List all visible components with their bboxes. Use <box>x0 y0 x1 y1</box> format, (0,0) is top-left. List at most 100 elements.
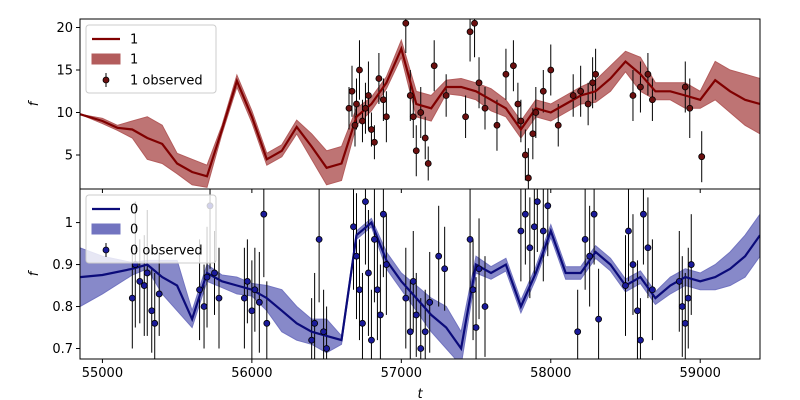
bottom-legend-line-label: 0 <box>130 203 138 218</box>
bottom-observed-point <box>526 244 534 252</box>
top-legend-band-label: 1 <box>130 53 138 68</box>
bottom-observed-point <box>248 307 256 315</box>
bottom-observed-point <box>637 336 644 344</box>
bottom-axes-frame <box>79 188 761 360</box>
bottom-observed-point <box>200 303 208 310</box>
bottom-observed-point <box>308 336 316 344</box>
top-observed-point <box>681 83 689 91</box>
bottom-observed-point <box>211 269 218 277</box>
bottom-observed-point <box>441 265 449 273</box>
bottom-observed-point <box>140 282 148 289</box>
bottom-observed-point <box>675 277 683 285</box>
bottom-observed-point <box>356 286 363 294</box>
bottom-y-tick-label: 0.9 <box>52 258 73 273</box>
bottom-legend: 0 0 0 observed <box>85 194 217 264</box>
top-y-axis-label: f <box>27 99 42 106</box>
top-observed-point <box>554 121 562 129</box>
top-observed-point <box>421 134 429 142</box>
bottom-observed-point <box>412 311 420 319</box>
bottom-observed-point <box>625 227 632 235</box>
top-observed-point <box>406 92 414 99</box>
top-observed-point <box>481 104 489 112</box>
top-observed-point <box>402 19 410 27</box>
top-observed-point <box>351 121 359 129</box>
top-observed-point <box>353 100 360 108</box>
top-observed-point <box>424 160 432 167</box>
x-tick-label: 56000 <box>231 366 272 381</box>
bottom-y-ticks: 0.7 0.8 0.9 1 <box>52 216 80 357</box>
bottom-observed-point <box>481 303 489 310</box>
top-panel: 5 10 15 20 f 1 1 1 observed <box>27 18 761 193</box>
top-observed-point <box>412 147 420 155</box>
top-observed-point <box>382 113 390 121</box>
bottom-observed-point <box>622 282 629 289</box>
top-y-tick-label: 10 <box>56 106 73 121</box>
bottom-observed-point <box>539 227 547 235</box>
bottom-observed-point <box>681 319 689 327</box>
bottom-observed-point <box>530 223 538 231</box>
top-observed-point <box>409 113 417 121</box>
top-observed-point <box>368 126 375 133</box>
bottom-observed-point <box>155 290 163 298</box>
top-observed-point <box>589 79 597 87</box>
bottom-observed-point <box>629 261 637 268</box>
bottom-observed-point <box>263 319 271 327</box>
bottom-observed-point <box>143 269 151 277</box>
bottom-observed-point <box>251 286 259 294</box>
bottom-observed-point <box>417 345 425 352</box>
bottom-observed-point <box>684 294 692 302</box>
top-observed-point <box>644 70 652 78</box>
top-observed-point <box>584 100 592 108</box>
bottom-observed-point <box>640 210 647 218</box>
bottom-observed-point <box>350 223 357 231</box>
bottom-observed-point <box>406 328 414 336</box>
bottom-observed-point <box>574 328 582 336</box>
top-observed-point <box>462 113 469 121</box>
top-observed-point <box>356 66 363 74</box>
top-observed-point <box>362 104 369 112</box>
bottom-observed-point <box>595 315 602 323</box>
top-y-tick-label: 5 <box>65 149 73 164</box>
bottom-observed-point <box>586 252 594 260</box>
bottom-panel: 55000 56000 57000 58000 59000 0.7 0.8 0.9 1 f t… <box>27 188 761 400</box>
bottom-observed-point <box>260 210 268 218</box>
bottom-observed-point <box>644 244 652 252</box>
bottom-observed-point <box>687 261 695 268</box>
top-x-ticks <box>101 189 701 193</box>
x-tick-label: 55000 <box>82 366 123 381</box>
bottom-legend-band-swatch <box>91 223 121 235</box>
top-y-ticks: 5 10 15 20 <box>56 21 80 164</box>
top-observed-point <box>471 19 478 27</box>
top-observed-point <box>475 79 483 87</box>
bottom-legend-errorbar-marker <box>102 246 110 254</box>
bottom-observed-point <box>581 235 589 243</box>
top-observed-point <box>698 153 706 161</box>
top-observed-point <box>539 87 547 95</box>
bottom-observed-point <box>376 311 384 319</box>
bottom-legend-observed-label: 0 observed <box>130 244 203 259</box>
bottom-observed-point <box>151 319 159 327</box>
top-observed-point <box>379 96 387 104</box>
top-observed-point <box>442 92 450 99</box>
bottom-observed-point <box>382 261 390 268</box>
bottom-observed-point <box>678 303 686 310</box>
bottom-observed-point <box>533 198 541 205</box>
top-y-tick-label: 20 <box>56 21 73 36</box>
top-observed-point <box>493 121 501 129</box>
bottom-observed-point <box>362 198 369 205</box>
top-mean-line <box>80 45 760 178</box>
bottom-observed-point <box>435 252 443 260</box>
x-tick-label: 57000 <box>381 366 422 381</box>
bottom-observed-point <box>215 294 223 302</box>
top-legend-box <box>85 24 217 94</box>
bottom-observed-point <box>353 252 360 260</box>
bottom-observed-point <box>368 336 375 344</box>
bottom-observed-point <box>196 286 203 294</box>
top-observed-point <box>629 92 637 99</box>
bottom-observed-point <box>320 328 328 336</box>
bottom-observed-point <box>517 227 525 235</box>
bottom-x-ticks: 55000 56000 57000 58000 59000 <box>82 359 721 381</box>
top-observed-point <box>529 130 537 138</box>
bottom-observed-point <box>371 235 378 243</box>
